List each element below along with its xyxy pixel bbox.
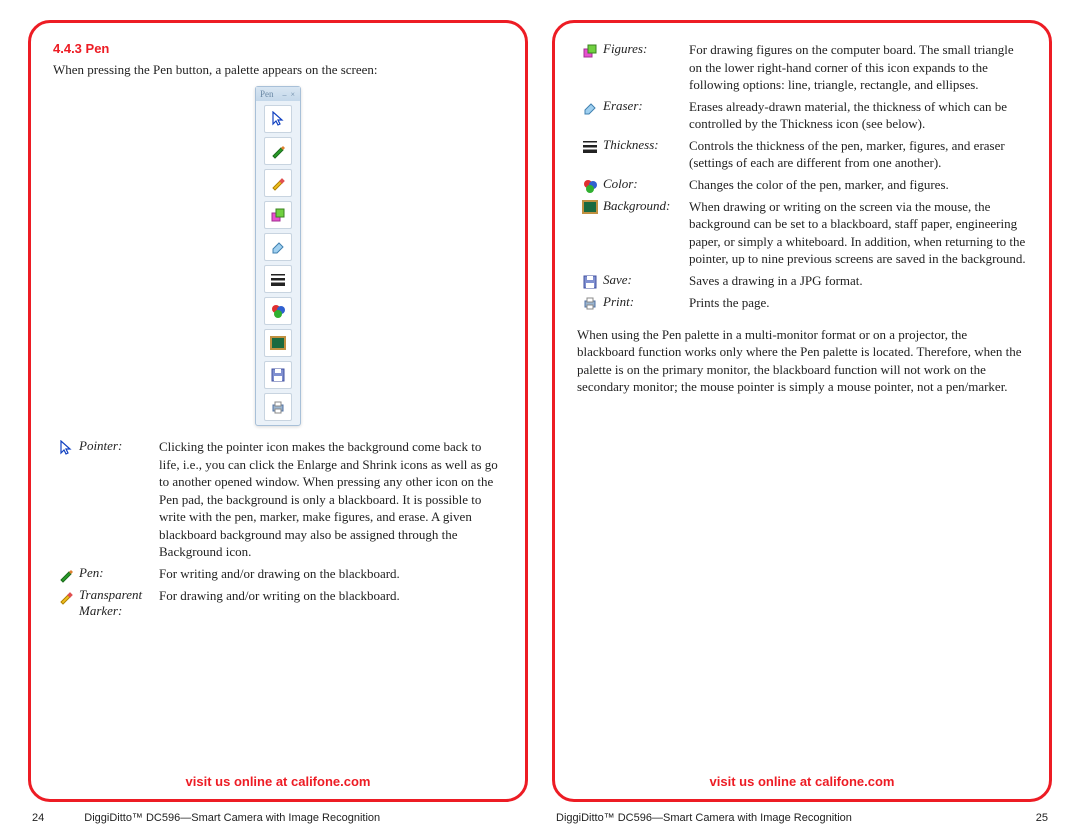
def-desc: When drawing or writing on the screen vi… xyxy=(689,198,1027,268)
def-term: Print: xyxy=(603,294,689,310)
def-term: Pointer: xyxy=(79,438,159,454)
palette-body xyxy=(256,101,300,425)
def-desc: Clicking the pointer icon makes the back… xyxy=(159,438,503,561)
content-frame-right: Figures: For drawing figures on the comp… xyxy=(552,20,1052,802)
palette-header: Pen – × xyxy=(256,87,300,101)
page-left: 4.4.3 Pen When pressing the Pen button, … xyxy=(28,20,528,824)
save-icon xyxy=(264,361,292,389)
def-term: Background: xyxy=(603,198,689,214)
def-row: Pen: For writing and/or drawing on the b… xyxy=(53,565,503,583)
def-term: Transparent Marker: xyxy=(79,587,159,619)
def-term: Figures: xyxy=(603,41,689,57)
def-row: Color: Changes the color of the pen, mar… xyxy=(577,176,1027,194)
page-title: DiggiDitto™ DC596—Smart Camera with Imag… xyxy=(84,812,524,824)
pen-icon xyxy=(264,137,292,165)
print-icon xyxy=(577,294,603,310)
def-desc: Prints the page. xyxy=(689,294,1027,312)
def-desc: Saves a drawing in a JPG format. xyxy=(689,272,1027,290)
def-desc: For drawing and/or writing on the blackb… xyxy=(159,587,503,605)
background-icon xyxy=(577,198,603,214)
pointer-icon xyxy=(264,105,292,133)
def-row: Transparent Marker: For drawing and/or w… xyxy=(53,587,503,619)
def-term: Color: xyxy=(603,176,689,192)
intro-text: When pressing the Pen button, a palette … xyxy=(53,62,503,78)
pointer-icon xyxy=(53,438,79,456)
page-right: Figures: For drawing figures on the comp… xyxy=(552,20,1052,824)
print-icon xyxy=(264,393,292,421)
def-term: Eraser: xyxy=(603,98,689,114)
def-row: Thickness: Controls the thickness of the… xyxy=(577,137,1027,172)
pen-palette: Pen – × xyxy=(255,86,301,426)
page-number: 25 xyxy=(1036,812,1048,824)
color-icon xyxy=(577,176,603,194)
palette-window-controls: – × xyxy=(282,90,296,99)
thickness-icon xyxy=(577,137,603,153)
page-number: 24 xyxy=(32,812,44,824)
marker-icon xyxy=(264,169,292,197)
page-footer-right: DiggiDitto™ DC596—Smart Camera with Imag… xyxy=(552,802,1052,824)
definitions-right: Figures: For drawing figures on the comp… xyxy=(577,41,1027,316)
palette-title: Pen xyxy=(260,89,274,99)
def-term: Pen: xyxy=(79,565,159,581)
paragraph-note: When using the Pen palette in a multi-mo… xyxy=(577,326,1027,396)
definitions-left: Pointer: Clicking the pointer icon makes… xyxy=(53,438,503,623)
section-heading: 4.4.3 Pen xyxy=(53,41,503,56)
save-icon xyxy=(577,272,603,290)
thickness-icon xyxy=(264,265,292,293)
def-desc: For writing and/or drawing on the blackb… xyxy=(159,565,503,583)
pen-icon xyxy=(53,565,79,583)
figures-icon xyxy=(264,201,292,229)
def-desc: Changes the color of the pen, marker, an… xyxy=(689,176,1027,194)
def-desc: For drawing figures on the computer boar… xyxy=(689,41,1027,94)
def-term: Save: xyxy=(603,272,689,288)
def-row: Save: Saves a drawing in a JPG format. xyxy=(577,272,1027,290)
background-icon xyxy=(264,329,292,357)
def-row: Figures: For drawing figures on the comp… xyxy=(577,41,1027,94)
color-icon xyxy=(264,297,292,325)
def-desc: Controls the thickness of the pen, marke… xyxy=(689,137,1027,172)
marker-icon xyxy=(53,587,79,605)
def-desc: Erases already-drawn material, the thick… xyxy=(689,98,1027,133)
figures-icon xyxy=(577,41,603,59)
def-row: Eraser: Erases already-drawn material, t… xyxy=(577,98,1027,133)
page-footer-left: 24 DiggiDitto™ DC596—Smart Camera with I… xyxy=(28,802,528,824)
def-row: Background: When drawing or writing on t… xyxy=(577,198,1027,268)
content-frame-left: 4.4.3 Pen When pressing the Pen button, … xyxy=(28,20,528,802)
def-row: Pointer: Clicking the pointer icon makes… xyxy=(53,438,503,561)
eraser-icon xyxy=(264,233,292,261)
eraser-icon xyxy=(577,98,603,116)
footer-link: visit us online at califone.com xyxy=(53,766,503,789)
page-title: DiggiDitto™ DC596—Smart Camera with Imag… xyxy=(556,812,996,824)
footer-link: visit us online at califone.com xyxy=(577,766,1027,789)
def-row: Print: Prints the page. xyxy=(577,294,1027,312)
def-term: Thickness: xyxy=(603,137,689,153)
